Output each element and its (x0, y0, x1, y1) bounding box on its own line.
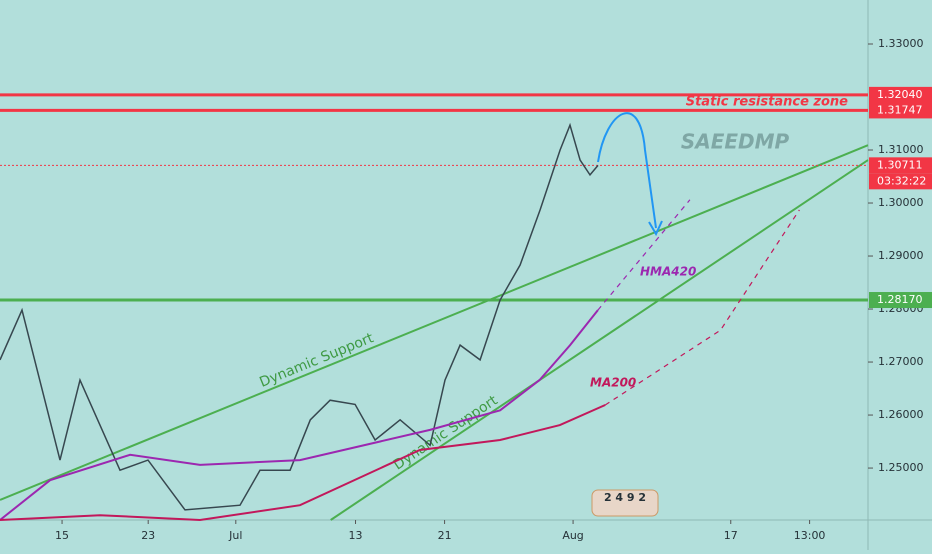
x-tick-label: Aug (562, 529, 583, 542)
price-label-box (869, 86, 932, 103)
y-tick-label: 1.31000 (878, 143, 924, 156)
price-label: 1.28170 (877, 293, 923, 306)
watermark: SAEEDMP (681, 130, 790, 154)
price-label-box (869, 102, 932, 119)
projection-line (597, 199, 691, 311)
series-label: MA200 (590, 376, 636, 390)
arrow-head (648, 220, 663, 237)
series-label: HMA420 (640, 265, 696, 279)
price-line (0, 122, 599, 511)
annotation: Static resistance zone (686, 95, 848, 110)
x-tick-label: 17 (724, 529, 738, 542)
price-label-box (869, 157, 932, 174)
x-tick-label: 21 (438, 529, 452, 542)
badge-text: 2 4 9 2 (604, 491, 646, 504)
plot-area (0, 0, 868, 520)
y-tick-label: 1.29000 (878, 249, 924, 262)
y-tick-label: 1.30000 (878, 196, 924, 209)
price-label: 1.30711 (877, 158, 923, 171)
x-tick-label: 13 (349, 529, 363, 542)
ma-line (0, 309, 599, 521)
countdown-box (869, 173, 932, 190)
badge-box (591, 489, 659, 517)
price-label: 1.32040 (877, 88, 923, 101)
x-tick-label: 23 (141, 529, 155, 542)
projection-arrow (597, 112, 657, 229)
y-tick-label: 1.33000 (878, 37, 924, 50)
trendline (0, 144, 869, 501)
y-tick-label: 1.26000 (878, 408, 924, 421)
ma-line (0, 404, 606, 522)
countdown: 03:32:22 (877, 174, 926, 187)
y-tick-label: 1.25000 (878, 461, 924, 474)
x-tick-label: 15 (55, 529, 69, 542)
projection-line (604, 209, 800, 406)
x-tick-label: Jul (228, 529, 242, 542)
y-tick-label: 1.27000 (878, 355, 924, 368)
overlay: 1.250001.260001.270001.280001.290001.300… (55, 37, 932, 542)
badge: 2 4 9 2 (591, 489, 659, 517)
trendline (330, 159, 869, 521)
price-label: 1.31747 (877, 103, 923, 116)
price-label-box (869, 292, 932, 309)
x-tick-label: 13:00 (794, 529, 826, 542)
